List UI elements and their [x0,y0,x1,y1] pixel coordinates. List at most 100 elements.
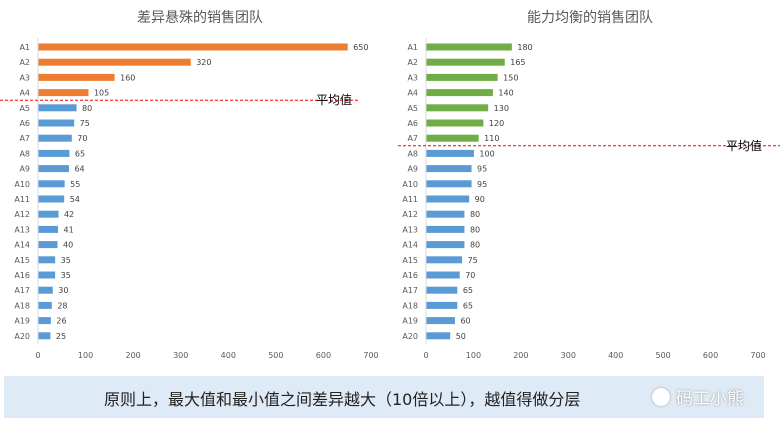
bar [38,271,56,279]
data-label: 54 [70,195,80,204]
category-label: A11 [402,195,418,204]
data-label: 65 [463,301,473,310]
average-label: 平均值 [726,138,762,153]
bar [38,119,75,127]
wechat-icon [652,387,670,406]
bar [426,225,465,233]
data-label: 130 [494,104,509,113]
x-tick-label: 500 [656,351,671,360]
bar [38,149,70,157]
bar [426,134,479,142]
bar [38,256,56,264]
category-label: A8 [19,149,30,158]
category-label: A14 [14,241,30,250]
data-label: 35 [61,271,71,280]
bar [38,332,51,340]
bar [38,317,51,325]
data-label: 80 [470,210,480,219]
category-label: A9 [407,165,418,174]
data-label: 160 [120,73,135,82]
bar [38,286,53,294]
category-label: A1 [407,43,418,52]
bar [426,271,460,279]
bar [426,256,463,264]
data-label: 26 [56,317,66,326]
category-label: A17 [402,286,418,295]
category-label: A13 [14,225,30,234]
bar [426,149,474,157]
x-tick-label: 500 [268,351,283,360]
data-label: 95 [477,180,487,189]
category-label: A4 [407,89,418,98]
x-tick-label: 100 [466,351,481,360]
bar [38,43,348,51]
bar [426,73,498,81]
bar [38,134,72,142]
data-label: 100 [479,149,494,158]
category-label: A11 [14,195,30,204]
bar [426,241,465,249]
bar [426,332,451,340]
category-label: A14 [402,241,418,250]
category-label: A10 [14,180,30,189]
data-label: 65 [75,149,85,158]
watermark: 码工小熊 [652,384,744,409]
bar [38,180,65,188]
bar [38,301,52,309]
category-label: A15 [14,256,30,265]
x-tick-label: 400 [221,351,236,360]
category-label: A10 [402,180,418,189]
category-label: A16 [402,271,418,280]
category-label: A7 [407,134,418,143]
chart-title: 能力均衡的销售团队 [527,10,653,26]
category-label: A2 [19,58,30,67]
x-tick-label: 300 [173,351,188,360]
bar [38,195,65,203]
data-label: 70 [465,271,475,280]
bar [38,165,69,173]
x-tick-label: 300 [561,351,576,360]
bar [38,210,59,218]
data-label: 28 [57,301,67,310]
bar [38,89,89,97]
bar [426,317,455,325]
category-label: A3 [19,73,30,82]
data-label: 80 [470,241,480,250]
category-label: A12 [14,210,30,219]
footer-text: 原则上，最大值和最小值之间差异越大（10倍以上），越值得做分层 [104,390,581,409]
data-label: 50 [456,332,466,341]
data-label: 41 [64,225,74,234]
data-label: 80 [82,104,92,113]
category-label: A18 [402,301,418,310]
x-tick-label: 200 [513,351,528,360]
x-tick-label: 700 [363,351,378,360]
data-label: 75 [80,119,90,128]
category-label: A6 [19,119,30,128]
footer-banner: 原则上，最大值和最小值之间差异越大（10倍以上），越值得做分层 码工小熊 [4,376,764,418]
category-label: A19 [14,317,30,326]
x-tick-label: 200 [126,351,141,360]
category-label: A5 [407,104,418,113]
data-label: 90 [475,195,485,204]
bar [38,104,77,112]
x-tick-label: 0 [35,351,40,360]
average-label: 平均值 [316,92,352,107]
x-tick-label: 600 [703,351,718,360]
data-label: 40 [63,241,73,250]
data-label: 55 [70,180,80,189]
bar [38,225,59,233]
data-label: 120 [489,119,504,128]
bar [426,89,493,97]
category-label: A18 [14,301,30,310]
x-tick-label: 100 [78,351,93,360]
data-label: 650 [353,43,368,52]
category-label: A12 [402,210,418,219]
data-label: 110 [484,134,499,143]
watermark-text: 码工小熊 [676,389,744,409]
data-label: 320 [196,58,211,67]
category-label: A20 [14,332,30,341]
category-label: A16 [14,271,30,280]
data-label: 165 [510,58,525,67]
data-label: 30 [58,286,68,295]
category-label: A7 [19,134,30,143]
